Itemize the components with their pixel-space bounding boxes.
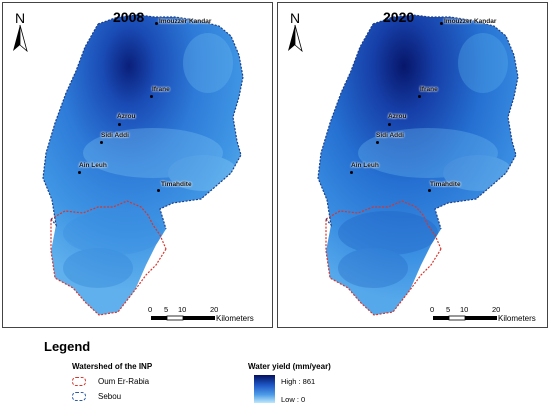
city-label-azrou: Azrou xyxy=(117,113,136,120)
city-label-ain-leuh: Ain Leuh xyxy=(351,162,379,169)
city-label-ifrane: Ifrane xyxy=(420,86,438,93)
city-label-imouzzer: Imouzzer Kandar xyxy=(444,18,497,25)
scale-bar-segment xyxy=(183,316,215,320)
city-marker xyxy=(118,123,121,126)
city-marker xyxy=(428,189,431,192)
scale-bar-segment xyxy=(151,316,167,320)
city-label-sidi-addi: Sidi Addi xyxy=(376,132,404,139)
scale-tick-20: 20 xyxy=(210,305,219,314)
north-label: N xyxy=(14,10,26,26)
north-label: N xyxy=(289,10,301,26)
ramp-high-label: High : 861 xyxy=(281,377,316,386)
scale-unit: Kilometers xyxy=(216,314,254,323)
city-marker xyxy=(350,171,353,174)
city-marker xyxy=(100,141,103,144)
north-arrow-icon xyxy=(13,25,20,51)
scale-tick-0: 0 xyxy=(148,305,153,314)
map-panel-2020: 2020 N Imouzzer Kandar Ifrane Azrou Sidi… xyxy=(277,2,548,328)
city-marker xyxy=(440,22,443,25)
legend-sebou: Sebou xyxy=(98,392,122,401)
city-label-timahdite: Timahdite xyxy=(161,181,192,188)
city-marker xyxy=(155,22,158,25)
scale-tick-5: 5 xyxy=(164,305,169,314)
ramp-low-label: Low : 0 xyxy=(281,395,306,404)
map-year-title: 2020 xyxy=(383,9,415,25)
scale-tick-10: 10 xyxy=(178,305,187,314)
north-arrow: N xyxy=(9,11,31,25)
scale-bar-segment xyxy=(465,316,497,320)
city-marker xyxy=(388,123,391,126)
city-label-azrou: Azrou xyxy=(388,113,407,120)
north-arrow-icon xyxy=(288,25,295,51)
water-yield-map-2008 xyxy=(13,14,244,321)
city-marker xyxy=(150,95,153,98)
city-label-ain-leuh: Ain Leuh xyxy=(79,162,107,169)
water-yield-legend-title: Water yield (mm/year) xyxy=(248,362,331,371)
city-label-imouzzer: Imouzzer Kandar xyxy=(159,18,212,25)
water-yield-color-ramp xyxy=(254,375,275,403)
north-arrow: N xyxy=(284,11,306,25)
scale-bar-segment xyxy=(433,316,449,320)
city-label-sidi-addi: Sidi Addi xyxy=(101,132,129,139)
water-yield-map-2020 xyxy=(288,14,519,321)
watershed-legend-title: Watershed of the INP xyxy=(72,362,153,371)
oum-er-rabia-swatch xyxy=(72,377,86,386)
city-label-ifrane: Ifrane xyxy=(152,86,170,93)
scale-tick-20: 20 xyxy=(492,305,501,314)
scale-tick-0: 0 xyxy=(430,305,435,314)
scale-tick-10: 10 xyxy=(460,305,469,314)
legend-oum-er-rabia: Oum Er-Rabia xyxy=(98,377,150,386)
city-marker xyxy=(376,141,379,144)
city-label-timahdite: Timahdite xyxy=(430,181,461,188)
scale-bar-segment xyxy=(166,315,184,321)
map-year-title: 2008 xyxy=(113,9,145,25)
scale-unit: Kilometers xyxy=(498,314,536,323)
city-marker xyxy=(157,189,160,192)
sebou-swatch xyxy=(72,392,86,401)
city-marker xyxy=(78,171,81,174)
scale-bar-segment xyxy=(448,315,466,321)
map-panel-2008: 2008 N Imouzzer Kandar Ifrane Azrou Sidi… xyxy=(2,2,273,328)
city-marker xyxy=(418,95,421,98)
legend-title: Legend xyxy=(44,339,91,354)
scale-tick-5: 5 xyxy=(446,305,451,314)
